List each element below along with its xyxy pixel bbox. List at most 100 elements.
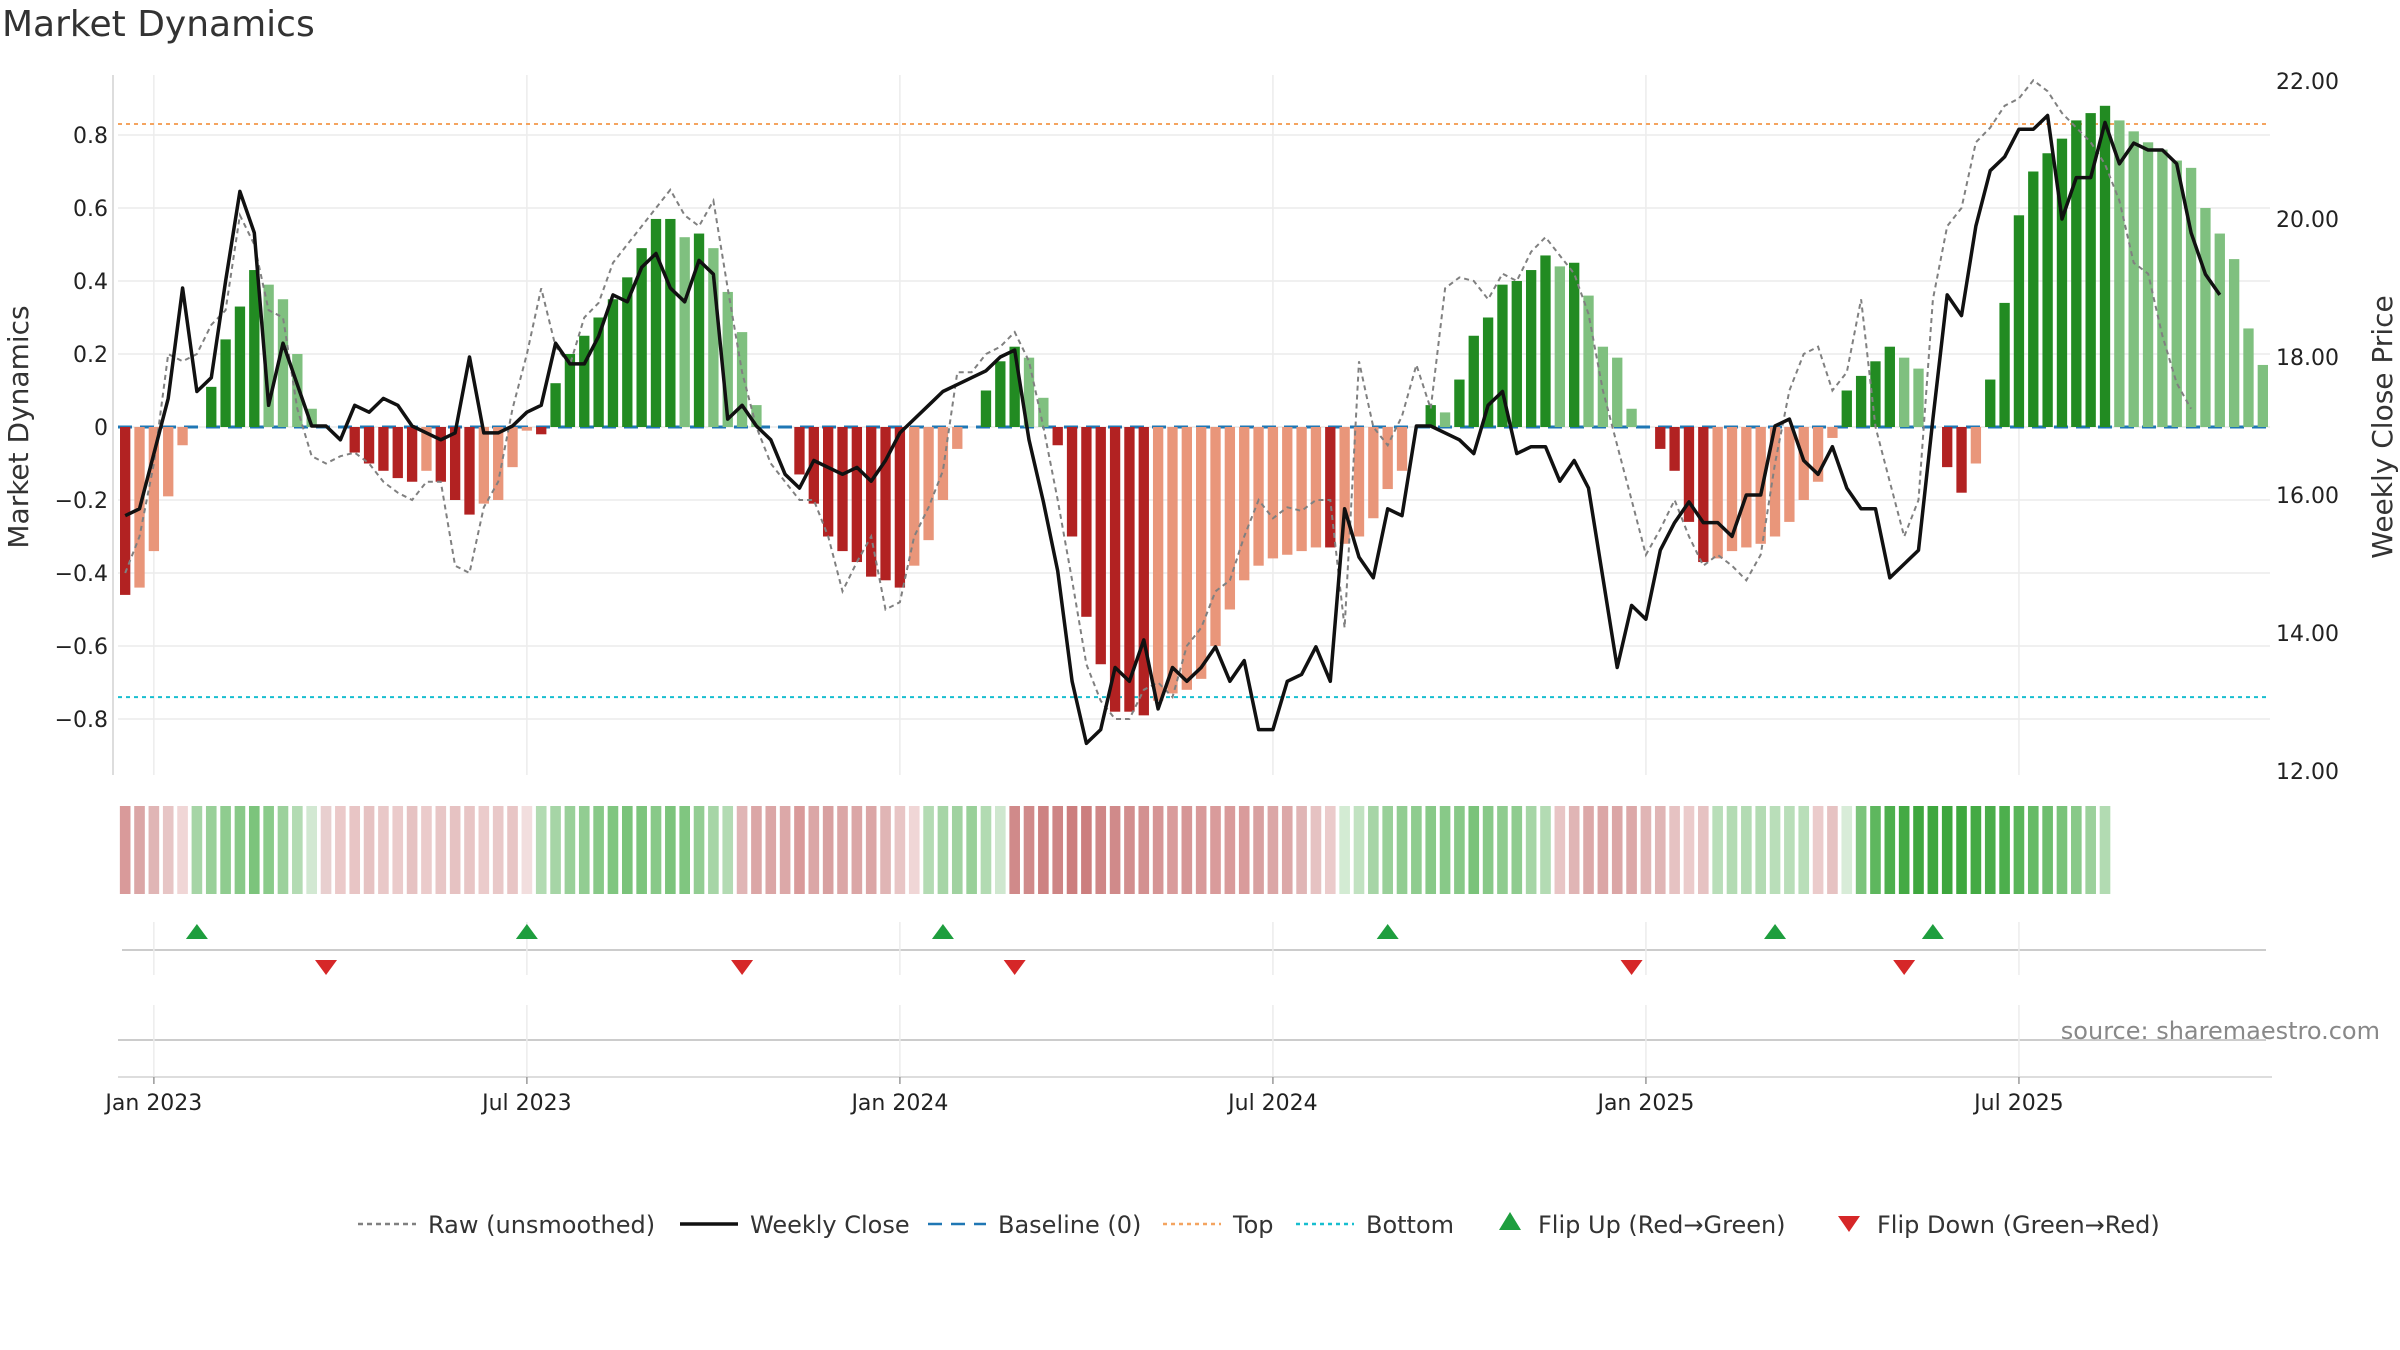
dynamics-bar-38 <box>665 218 676 427</box>
regime-cell-129 <box>1970 806 1982 894</box>
regime-cell-89 <box>1396 806 1408 894</box>
regime-cell-65 <box>1052 806 1064 894</box>
regime-cell-96 <box>1497 806 1508 894</box>
dynamics-bar-102 <box>1583 295 1594 427</box>
regime-cell-30 <box>550 806 561 894</box>
regime-cell-31 <box>564 806 576 894</box>
regime-cell-133 <box>2027 806 2039 894</box>
left-tick-label-5: −0.2 <box>55 489 108 514</box>
legend-swatch-5 <box>1499 1212 1521 1230</box>
dynamics-bar-139 <box>2114 120 2125 428</box>
dynamics-bar-101 <box>1569 262 1580 427</box>
regime-cell-19 <box>392 806 404 894</box>
regime-cell-73 <box>1167 806 1178 894</box>
legend-item-5: Flip Up (Red→Green) <box>1499 1211 1786 1239</box>
dynamics-bar-67 <box>1081 427 1092 617</box>
dynamics-bar-81 <box>1282 427 1293 555</box>
regime-cell-80 <box>1267 806 1279 894</box>
dynamics-bar-104 <box>1612 357 1623 427</box>
regime-cell-83 <box>1310 806 1322 894</box>
regime-cell-45 <box>765 806 777 894</box>
dynamics-bar-99 <box>1540 255 1551 427</box>
regime-cell-135 <box>2056 806 2068 894</box>
regime-cell-94 <box>1468 806 1480 894</box>
legend-item-3: Top <box>1163 1211 1274 1239</box>
x-tick-label-0: Jan 2023 <box>103 1091 202 1116</box>
legend-label-1: Weekly Close <box>750 1211 910 1239</box>
regime-cell-111 <box>1712 806 1723 894</box>
regime-cell-25 <box>478 806 490 894</box>
x-tick-label-4: Jan 2025 <box>1595 1091 1694 1116</box>
flip-up-marker-0 <box>185 924 208 939</box>
empty-panel <box>118 1005 2266 1077</box>
dynamics-bar-98 <box>1525 270 1537 427</box>
right-tick-label-1: 20.00 <box>2276 208 2339 233</box>
dynamics-bar-93 <box>1454 379 1465 427</box>
dynamics-bar-145 <box>2200 208 2211 427</box>
dynamics-bar-63 <box>1023 357 1035 427</box>
left-tick-label-7: −0.6 <box>55 635 108 660</box>
dynamics-bar-40 <box>693 233 705 427</box>
dynamics-bar-115 <box>1769 427 1781 537</box>
regime-cell-14 <box>320 806 332 894</box>
dynamics-bar-147 <box>2228 259 2240 427</box>
regime-cell-114 <box>1755 806 1767 894</box>
dynamics-bar-7 <box>220 339 231 427</box>
dynamics-bar-43 <box>736 332 748 427</box>
dynamics-bar-30 <box>550 383 561 427</box>
regime-cell-24 <box>464 806 475 894</box>
dynamics-bar-79 <box>1253 427 1264 566</box>
legend: Raw (unsmoothed) Weekly Close Baseline (0)… <box>358 1211 2160 1239</box>
dynamics-bar-80 <box>1267 427 1279 559</box>
dynamics-bar-61 <box>995 361 1006 427</box>
regime-cell-38 <box>665 806 676 894</box>
dynamics-bar-114 <box>1755 427 1766 544</box>
dynamics-bar-118 <box>1812 427 1824 482</box>
dynamics-bar-19 <box>392 427 403 479</box>
regime-cell-70 <box>1124 806 1135 894</box>
flip-up-marker-3 <box>1376 924 1399 939</box>
regime-cell-37 <box>650 806 662 894</box>
x-tick-label-5: Jul 2025 <box>1972 1091 2064 1116</box>
dynamics-bar-96 <box>1497 284 1508 427</box>
dynamics-bar-6 <box>206 386 217 427</box>
dynamics-bar-105 <box>1626 408 1637 427</box>
dynamics-bar-113 <box>1741 427 1752 548</box>
dynamics-bar-12 <box>292 354 303 427</box>
regime-cell-72 <box>1152 806 1164 894</box>
weekly-close-line <box>124 113 2222 746</box>
regime-cell-97 <box>1511 806 1523 894</box>
left-tick-label-3: 0.2 <box>73 343 108 368</box>
dynamics-bar-36 <box>636 248 647 427</box>
x-tick-label-3: Jul 2024 <box>1226 1091 1318 1116</box>
dynamics-bar-39 <box>679 237 690 427</box>
dynamics-bar-100 <box>1554 266 1566 427</box>
left-tick-label-8: −0.8 <box>55 708 108 733</box>
regime-cell-50 <box>837 806 848 894</box>
dynamics-bar-27 <box>507 427 518 468</box>
dynamics-bar-62 <box>1009 346 1020 427</box>
regime-cell-85 <box>1339 806 1350 894</box>
dynamics-bar-149 <box>2257 364 2268 427</box>
regime-cell-131 <box>1999 806 2010 894</box>
regime-cell-15 <box>335 806 346 894</box>
dynamics-bar-143 <box>2171 160 2182 428</box>
dynamics-bar-112 <box>1726 427 1738 552</box>
dynamics-bar-57 <box>937 427 949 500</box>
flip-down-marker-0 <box>315 960 338 975</box>
regime-cell-126 <box>1927 806 1939 894</box>
regime-cell-77 <box>1224 806 1236 894</box>
regime-cell-78 <box>1238 806 1250 894</box>
dynamics-bar-41 <box>708 248 719 427</box>
axes: 0.8 0.6 0.4 0.2 0 −0.2 −0.4 −0.6 −0.8 22.00 20.00 1… <box>55 70 2339 785</box>
regime-cell-36 <box>636 806 647 894</box>
dynamics-bar-50 <box>837 427 848 552</box>
regime-cell-103 <box>1597 806 1609 894</box>
regime-cell-106 <box>1640 806 1652 894</box>
dynamics-bar-91 <box>1425 405 1436 427</box>
regime-cell-102 <box>1583 806 1594 894</box>
flip-up-marker-4 <box>1764 924 1787 939</box>
dynamics-bars <box>120 105 2268 716</box>
dynamics-bar-17 <box>363 427 375 464</box>
dynamics-bar-129 <box>1970 427 1982 464</box>
